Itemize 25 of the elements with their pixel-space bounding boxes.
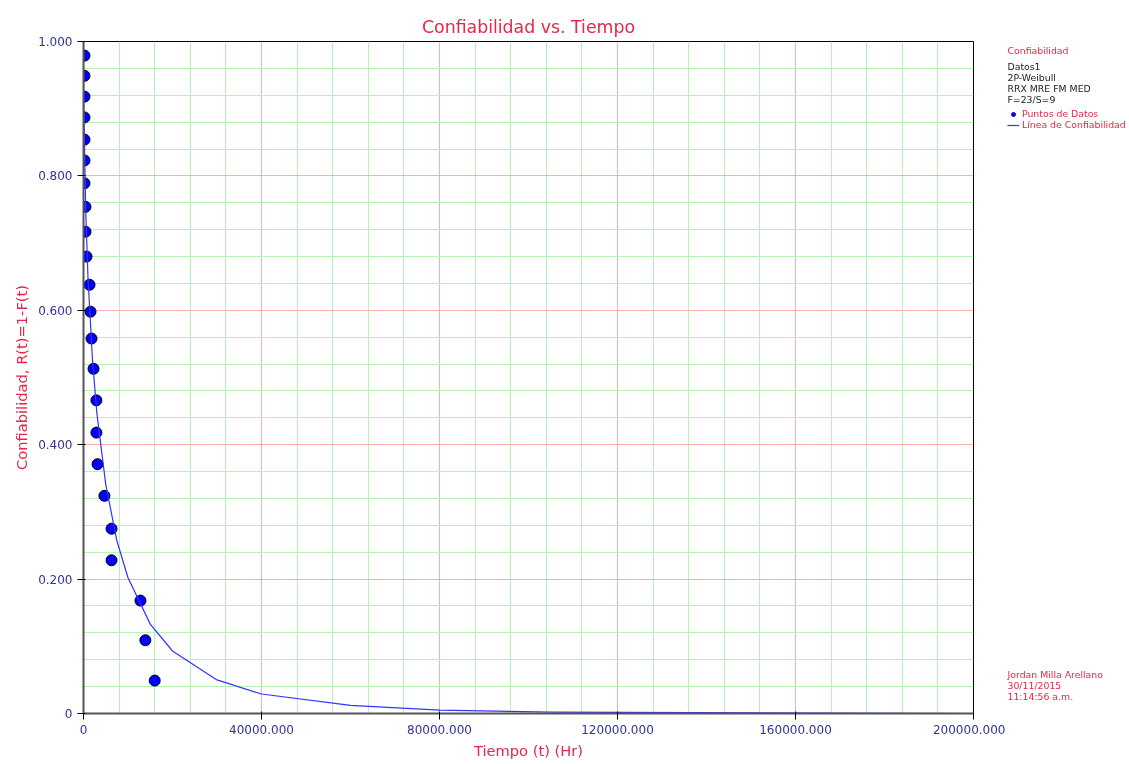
legend-title: Confiabilidad xyxy=(1007,44,1069,56)
y-axis-title: Confiabilidad, R(t)=1-F(t) xyxy=(13,285,31,470)
y-tick-label: 0.600 xyxy=(38,303,73,318)
y-tick-label: 1.000 xyxy=(38,35,73,49)
text: Datos1 xyxy=(1007,60,1041,72)
legend-label: Puntos de Datos xyxy=(1022,108,1099,119)
y-tick-label: 0.200 xyxy=(38,572,73,587)
chart-title: Confiabilidad vs. Tiempo xyxy=(421,16,636,37)
text: F=23/S=9 xyxy=(1007,93,1056,105)
text: RRX MRE FM MED xyxy=(1007,82,1091,94)
text: 11:14:56 a.m. xyxy=(1007,690,1074,702)
text: 2P-Weibull xyxy=(1007,71,1056,83)
x-tick-label: 120000.000 xyxy=(581,722,654,737)
y-tick-label: 0 xyxy=(64,707,73,721)
legend-label: Línea de Confiabilidad xyxy=(1022,119,1126,130)
x-tick-label: 80000.000 xyxy=(407,722,472,737)
x-tick-label: 200000.000 xyxy=(932,722,1006,737)
y-tick-label: 0.800 xyxy=(38,169,73,184)
x-axis-title: Tiempo (t) (Hr) xyxy=(472,741,584,759)
text: Jordan Milla Arellano xyxy=(1006,668,1104,680)
x-tick-label: 0 xyxy=(79,722,88,737)
y-tick-label: 0.400 xyxy=(38,438,73,453)
x-tick-label: 40000.000 xyxy=(229,722,294,737)
text: 30/11/2015 xyxy=(1007,679,1062,691)
x-tick-label: 160000.000 xyxy=(759,722,832,737)
